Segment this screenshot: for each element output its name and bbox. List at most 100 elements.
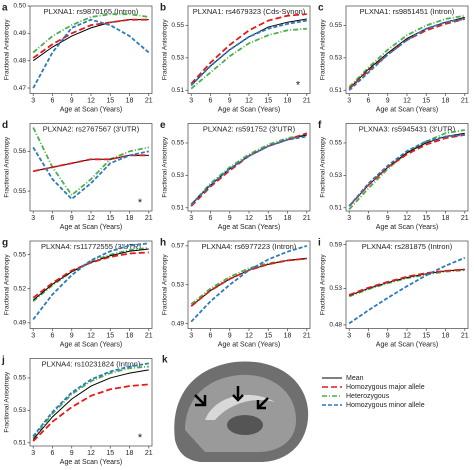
y-axis-label: Fractional Anisotropy	[320, 19, 327, 80]
panel: i PLXNA4: rs281875 (Intron) 3 6 9 12 15 18 21 0.4…	[318, 238, 469, 349]
series-line	[32, 383, 149, 442]
panel-title: PLXNA2: rs2767567 (3'UTR)	[43, 124, 140, 133]
x-tick-label: 18	[284, 97, 292, 104]
panel-title: PLXNA3: rs5945431 (3'UTR)	[359, 124, 456, 133]
y-tick-label: 0.48	[13, 57, 26, 64]
x-tick-label: 12	[87, 215, 95, 222]
panel: j PLXNA4: rs10231824 (Intron) 3 6 9 12 15 18 21 0…	[1, 355, 153, 466]
series-line	[33, 154, 149, 173]
x-tick-label: 6	[51, 450, 55, 457]
annotation: *	[138, 197, 143, 209]
series-line	[32, 246, 149, 302]
x-axis-label: Age at Scan (Years)	[218, 106, 280, 113]
y-axis-label: Fractional Anisotropy	[4, 19, 11, 80]
x-tick-label: 15	[422, 215, 430, 222]
x-tick-label: 15	[264, 215, 272, 222]
panel-title: PLXNA1: rs9870165 (Intron)	[44, 7, 139, 16]
panel-title: PLXNA4: rs11772555 (3'UTR)	[41, 242, 142, 251]
panel-letter: g	[2, 238, 8, 249]
x-tick-label: 12	[403, 97, 411, 104]
arrow	[256, 397, 269, 410]
x-tick-label: 6	[209, 97, 213, 104]
y-axis-label: Fractional Anisotropy	[162, 254, 169, 315]
x-axis-label: Age at Scan (Years)	[218, 224, 280, 231]
series-line	[190, 13, 307, 85]
series-line	[190, 19, 307, 87]
y-tick-label: 0.53	[171, 55, 184, 62]
plot-frame	[187, 240, 311, 329]
panel-letter: i	[318, 238, 321, 249]
x-tick-label: 21	[461, 332, 469, 339]
series-line	[348, 256, 466, 325]
x-axis-label: Age at Scan (Years)	[60, 224, 122, 231]
series-line	[348, 129, 465, 210]
y-axis-label: Fractional Anisotropy	[320, 254, 327, 315]
y-tick-label: 0.50	[13, 3, 26, 10]
series-line	[32, 146, 149, 201]
x-tick-label: 3	[31, 97, 35, 104]
panel-letter: a	[2, 3, 8, 14]
x-tick-label: 9	[228, 332, 232, 339]
x-tick-label: 3	[347, 97, 351, 104]
plot-frame	[187, 5, 311, 94]
y-tick-label: 0.53	[171, 281, 184, 288]
y-axis-label: Fractional Anisotropy	[4, 371, 11, 432]
x-tick-label: 6	[51, 332, 55, 339]
y-tick-label: 0.51	[329, 87, 342, 94]
x-tick-label: 12	[245, 97, 253, 104]
x-tick-label: 3	[31, 332, 35, 339]
x-tick-label: 18	[126, 215, 134, 222]
x-axis-label: Age at Scan (Years)	[376, 106, 438, 113]
y-axis-label: Fractional Anisotropy	[320, 136, 327, 197]
series-line	[348, 269, 465, 298]
x-tick-label: 18	[126, 450, 134, 457]
x-axis-label: Age at Scan (Years)	[376, 341, 438, 348]
x-tick-label: 3	[189, 332, 193, 339]
y-axis-label: Fractional Anisotropy	[162, 136, 169, 197]
x-tick-label: 21	[145, 450, 153, 457]
plot-frame	[345, 123, 469, 212]
series-line	[32, 251, 149, 299]
x-tick-label: 21	[461, 215, 469, 222]
series-line	[32, 365, 149, 439]
brain-white-matter	[185, 374, 297, 452]
y-axis-label: Fractional Anisotropy	[4, 136, 11, 197]
corpus-callosum	[205, 394, 275, 420]
x-tick-label: 6	[367, 332, 371, 339]
panel-title: PLXNA4: rs10231824 (Intron)	[42, 359, 141, 368]
y-tick-label: 0.49	[13, 320, 26, 327]
x-tick-label: 9	[386, 97, 390, 104]
panel-letter: f	[318, 120, 322, 131]
series-line	[348, 14, 465, 88]
x-axis-label: Age at Scan (Years)	[60, 459, 122, 466]
y-tick-label: 0.55	[329, 22, 342, 29]
y-tick-label: 0.53	[171, 172, 184, 179]
panel: a PLXNA1: rs9870165 (Intron) 3 6 9 12 15 18 21 0.…	[2, 3, 153, 114]
series-line	[32, 18, 150, 89]
brain-panel: k	[162, 355, 310, 466]
series-line	[190, 257, 307, 307]
panel: g PLXNA4: rs11772555 (3'UTR) 3 6 9 12 15 18 21 0.…	[2, 238, 153, 349]
x-tick-label: 15	[106, 450, 114, 457]
x-tick-label: 15	[422, 332, 430, 339]
x-tick-label: 9	[70, 332, 74, 339]
y-tick-label: 0.47	[13, 85, 26, 92]
panel-letter: j	[1, 355, 5, 366]
series-line	[190, 244, 308, 323]
y-tick-label: 0.53	[329, 172, 342, 179]
arrow	[194, 394, 207, 407]
series-line	[190, 258, 307, 307]
x-tick-label: 3	[189, 215, 193, 222]
series-line	[190, 135, 307, 206]
panel: c PLXNA1: rs9851451 (Intron) 3 6 9 12 15 18 21 0.…	[318, 3, 469, 114]
series-line	[33, 154, 149, 172]
panel-title: PLXNA4: rs6977223 (Intron)	[202, 242, 297, 251]
plot-frame	[29, 358, 153, 447]
series-line	[190, 134, 307, 205]
annotation: *	[296, 79, 301, 91]
series-line	[32, 362, 149, 437]
series-line	[190, 133, 307, 206]
x-tick-label: 21	[461, 97, 469, 104]
x-tick-label: 21	[145, 215, 153, 222]
series-line	[348, 268, 465, 296]
